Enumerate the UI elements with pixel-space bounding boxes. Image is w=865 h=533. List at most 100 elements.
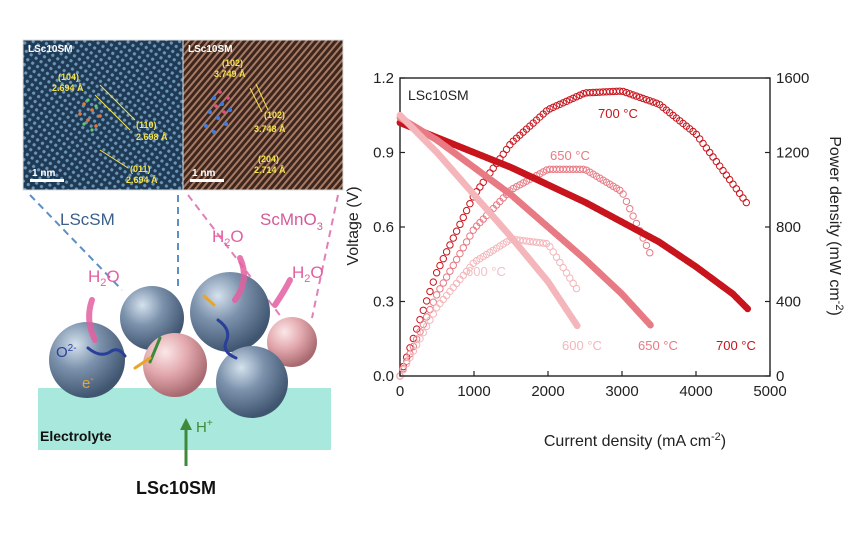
power-point — [449, 261, 457, 270]
power-point — [696, 135, 704, 143]
power-series-650 — [396, 165, 654, 380]
y-tick-label: 0.9 — [373, 145, 394, 162]
power-point — [725, 175, 734, 184]
power-point — [479, 178, 487, 187]
power-point — [439, 279, 447, 287]
power-point — [412, 341, 421, 349]
tem-right-hkl-1: (102) — [222, 58, 243, 68]
power-point — [439, 295, 447, 304]
power-point — [422, 322, 431, 331]
power-point — [436, 299, 444, 308]
power-point — [466, 232, 474, 240]
power-point — [566, 96, 574, 104]
label-power-600: 600 °C — [466, 264, 506, 279]
power-point — [449, 234, 457, 242]
power-point — [409, 342, 418, 351]
tem-right-d-3: 2.714 Å — [254, 165, 286, 175]
y2-tick-label: 1600 — [776, 70, 809, 87]
zoom-lines — [29, 194, 339, 319]
y-tick-label: 0.6 — [373, 219, 394, 236]
power-point — [549, 248, 557, 256]
power-point — [406, 353, 414, 362]
power-point — [715, 162, 724, 170]
x-tick-label: 5000 — [753, 383, 786, 400]
power-point — [712, 157, 721, 166]
power-point — [416, 328, 424, 336]
power-point — [432, 291, 441, 299]
power-series-600 — [396, 235, 581, 380]
voltage-point — [744, 305, 752, 313]
power-point — [572, 93, 581, 101]
power-point — [559, 263, 567, 272]
voltage-series-600 — [396, 111, 581, 330]
tem-left-title: LSc10SM — [28, 44, 72, 55]
x-tick-label: 3000 — [605, 383, 638, 400]
power-point — [442, 291, 451, 300]
y2-tick-label: 1200 — [776, 145, 809, 162]
power-point — [452, 279, 461, 288]
power-point — [432, 269, 441, 277]
power-point — [569, 279, 577, 288]
power-point — [416, 335, 424, 343]
power-point — [642, 241, 651, 250]
power-point — [416, 315, 424, 324]
power-point — [632, 92, 641, 100]
label-volt-700: 700 °C — [716, 338, 756, 353]
power-point — [426, 287, 434, 296]
power-point — [456, 275, 464, 284]
schematic-illustration: LSc10SM (104) 2.694 Å (110) 2.698 Å (011… — [22, 39, 344, 498]
voltage-point — [573, 322, 581, 330]
power-point — [439, 255, 447, 263]
power-point — [489, 164, 497, 172]
power-point — [556, 258, 564, 267]
power-point — [559, 99, 567, 107]
tem-left-hkl-3: (011) — [130, 164, 151, 174]
power-point — [449, 283, 457, 292]
power-point — [649, 98, 657, 106]
tem-left-d-2: 2.698 Å — [136, 132, 168, 142]
power-density-curves — [396, 87, 751, 380]
proton-label: H+ — [196, 418, 213, 436]
power-point — [446, 267, 454, 275]
power-point — [456, 249, 464, 258]
voltage-point — [647, 321, 654, 329]
power-point — [462, 238, 471, 246]
power-point — [742, 198, 751, 207]
tem-right-d-1: 3.749 Å — [214, 69, 246, 79]
power-point — [549, 103, 557, 112]
electrolyte-label: Electrolyte — [40, 428, 112, 444]
power-point — [409, 347, 418, 355]
electron-label: e- — [82, 374, 94, 392]
tem-left-d-1: 2.694 Å — [52, 83, 84, 93]
power-point — [429, 278, 438, 286]
axis-ticks: 0 1000 2000 3000 4000 5000 0.0 0.3 0.6 0.9 1.2 0 400… — [373, 70, 809, 400]
power-point — [705, 148, 714, 157]
x-tick-label: 0 — [396, 383, 404, 400]
power-point — [562, 269, 571, 277]
power-point — [572, 284, 581, 293]
power-point — [735, 189, 744, 198]
x-tick-label: 2000 — [531, 383, 564, 400]
power-point — [426, 316, 434, 324]
y-axis-title: Voltage (V) — [345, 186, 362, 265]
power-point — [652, 99, 661, 107]
power-point — [622, 197, 631, 206]
power-point — [629, 91, 637, 99]
power-point — [476, 183, 484, 191]
power-point — [579, 165, 587, 173]
power-point — [622, 88, 631, 97]
power-point — [616, 87, 624, 95]
tem-right-hkl-3: (204) — [258, 154, 279, 164]
tem-left-d-3: 2.694 Å — [126, 175, 158, 185]
power-point — [432, 304, 441, 312]
x-tick-label: 1000 — [457, 383, 490, 400]
oxide-ion-label: O2- — [56, 343, 77, 361]
power-point — [552, 253, 561, 261]
plot-border — [399, 77, 771, 377]
power-point — [446, 287, 454, 296]
voltage-curves — [396, 111, 752, 330]
power-point — [442, 248, 451, 256]
particle-spheres — [49, 272, 317, 418]
label-power-700: 700 °C — [598, 106, 638, 121]
power-point — [426, 305, 434, 314]
